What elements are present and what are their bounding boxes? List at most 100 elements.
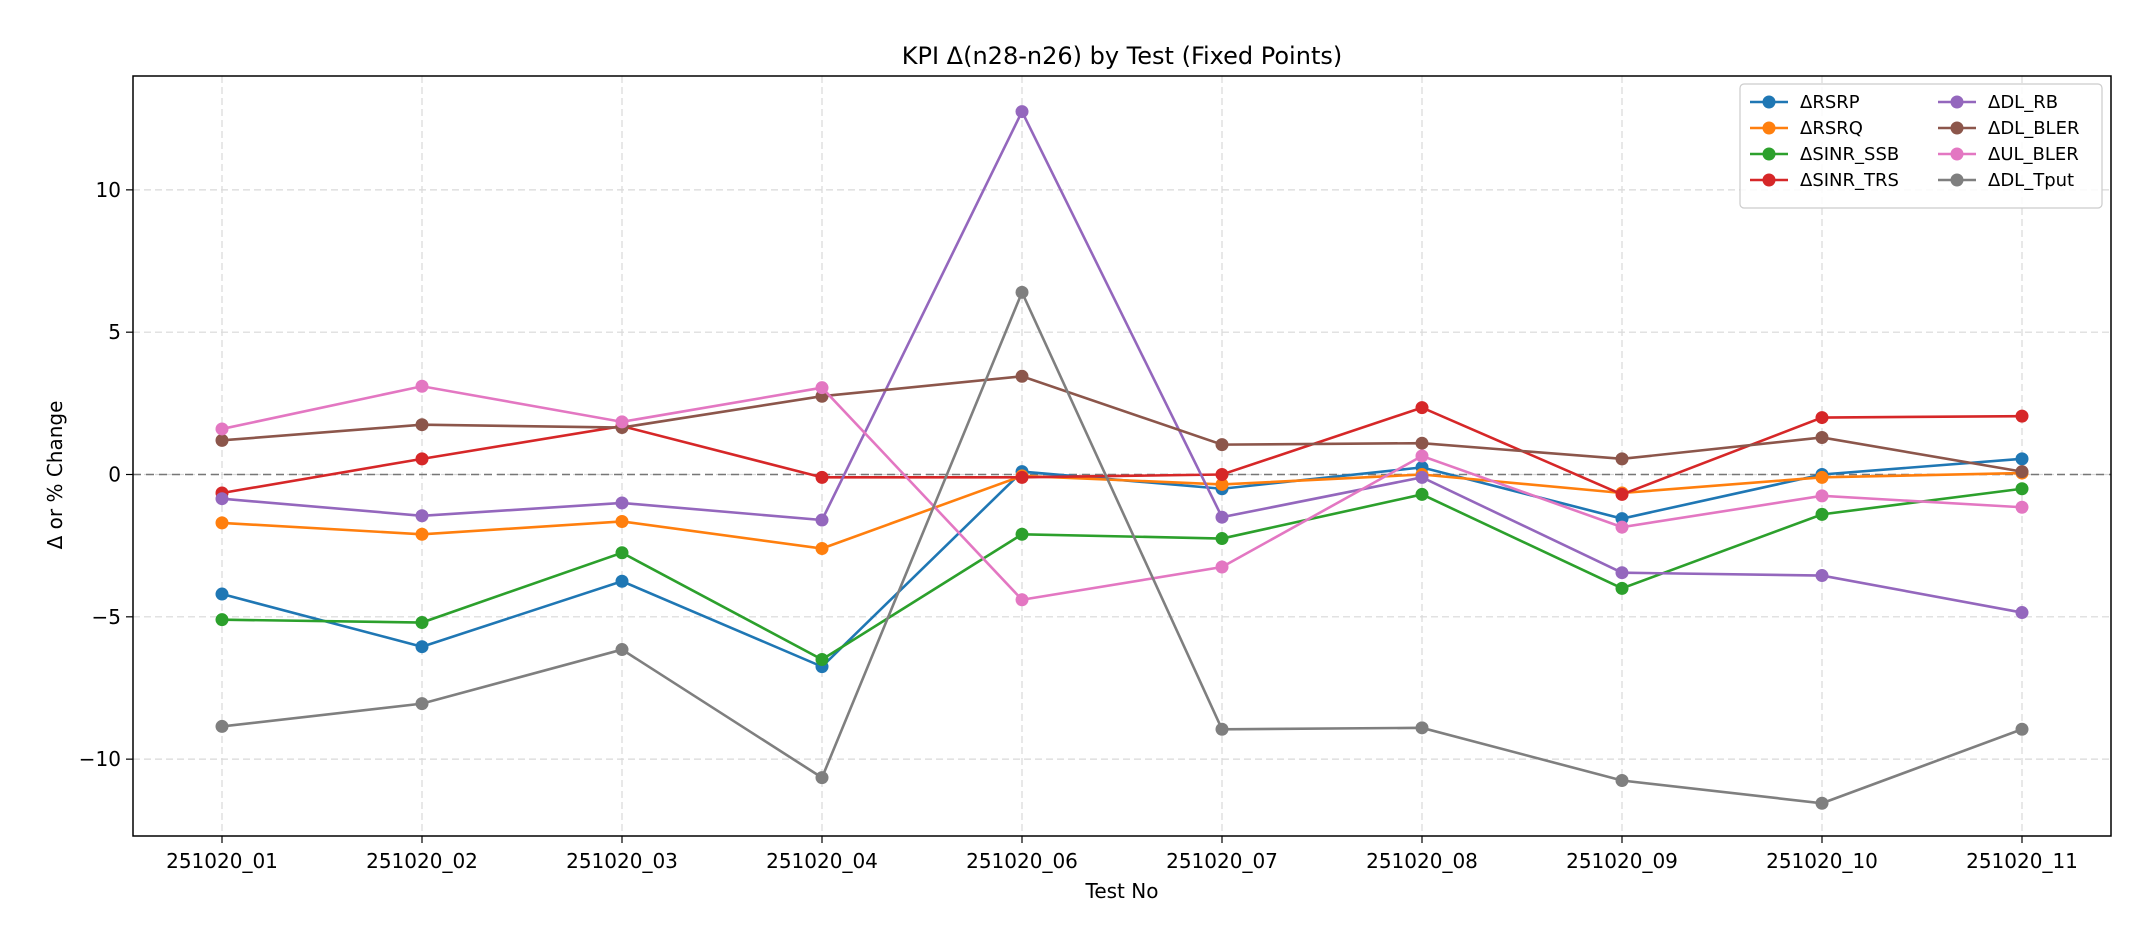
legend-item: ΔRSRP [1750,92,1860,113]
data-point [1615,773,1629,787]
legend-label: ΔUL_BLER [1988,144,2079,165]
data-point [1415,487,1429,501]
data-point [615,574,629,588]
data-point [615,415,629,429]
data-point [415,509,429,523]
data-point [415,640,429,654]
data-point [1015,527,1029,541]
series-line [221,374,2023,473]
y-axis-label: Δ or % Change [43,401,67,550]
data-point [2015,452,2029,466]
x-tick-label: 251020_09 [1566,849,1678,873]
x-tick-label: 251020_01 [166,849,278,873]
x-tick-label: 251020_07 [1166,849,1278,873]
legend: ΔRSRP ΔRSRQ ΔSINR_SSB ΔSINR_TRS ΔDL_RB ΔDL_BL… [1739,83,2103,209]
legend-marker [1950,147,1964,161]
data-point [815,381,829,395]
data-point [815,653,829,667]
data-point [1815,507,1829,521]
data-point [1215,510,1229,524]
data-point [2015,606,2029,620]
data-point [2015,482,2029,496]
data-point [415,452,429,466]
x-axis-ticks: 251020_01 251020_02 251020_03 251020_04 2510… [166,836,2078,873]
data-point [1015,593,1029,607]
x-tick-label: 251020_10 [1766,849,1878,873]
data-point [1615,520,1629,534]
data-point [215,613,229,627]
legend-marker [1762,95,1776,109]
data-point [1415,401,1429,415]
legend-item: ΔSINR_SSB [1750,144,1899,165]
series-line [221,384,2023,602]
data-point [1215,438,1229,452]
legend-label: ΔSINR_SSB [1800,144,1899,165]
y-tick-label: −5 [92,605,121,629]
x-axis-label: Test No [1085,879,1159,903]
x-tick-label: 251020_08 [1366,849,1478,873]
x-tick-label: 251020_11 [1966,849,2078,873]
data-point [815,542,829,556]
y-tick-label: 5 [108,320,121,344]
series-layer [215,105,2029,810]
legend-marker [1762,173,1776,187]
y-axis-ticks: −10 −5 0 5 10 [79,178,133,771]
data-point [1615,452,1629,466]
data-point [1415,436,1429,450]
data-point [1815,489,1829,503]
data-point [2015,722,2029,736]
legend-marker [1950,173,1964,187]
y-tick-label: 0 [108,463,121,487]
legend-box [1739,83,2103,209]
legend-item: ΔRSRQ [1750,118,1863,139]
data-point [1015,470,1029,484]
data-point [215,422,229,436]
series-line [221,289,2023,805]
data-point [815,513,829,527]
legend-item: ΔSINR_TRS [1750,170,1899,191]
legend-label: ΔDL_RB [1988,92,2058,113]
chart-title: KPI Δ(n28-n26) by Test (Fixed Points) [902,42,1342,70]
legend-item: ΔDL_Tput [1938,170,2074,191]
legend-label: ΔRSRP [1800,92,1860,113]
data-point [1015,369,1029,383]
series-dl-tput [215,285,2029,810]
series-line [221,471,2023,550]
data-point [215,587,229,601]
legend-item: ΔDL_RB [1938,92,2058,113]
data-point [415,527,429,541]
data-point [1015,285,1029,299]
series-dl-rb [215,105,2029,620]
data-point [415,616,429,630]
data-point [615,643,629,657]
data-point [615,514,629,528]
y-tick-label: 10 [96,178,121,202]
x-tick-label: 251020_06 [966,849,1078,873]
series-sinr-trs [215,401,2029,501]
y-tick-label: −10 [79,747,121,771]
data-point [615,546,629,560]
data-point [815,470,829,484]
data-point [1615,487,1629,501]
data-point [2015,465,2029,479]
data-point [1215,532,1229,546]
data-point [1215,722,1229,736]
legend-marker [1762,121,1776,135]
data-point [1815,569,1829,583]
x-tick-label: 251020_04 [766,849,878,873]
data-point [1815,430,1829,444]
legend-label: ΔDL_BLER [1988,118,2079,139]
legend-marker [1762,147,1776,161]
data-point [1415,721,1429,735]
plot-area-frame [132,75,2112,837]
legend-marker [1950,95,1964,109]
legend-label: ΔDL_Tput [1988,170,2074,191]
legend-item: ΔUL_BLER [1938,144,2079,165]
data-point [1415,449,1429,463]
data-point [1615,581,1629,595]
x-tick-label: 251020_03 [566,849,678,873]
data-point [415,418,429,432]
x-tick-label: 251020_02 [366,849,478,873]
data-point [615,496,629,510]
